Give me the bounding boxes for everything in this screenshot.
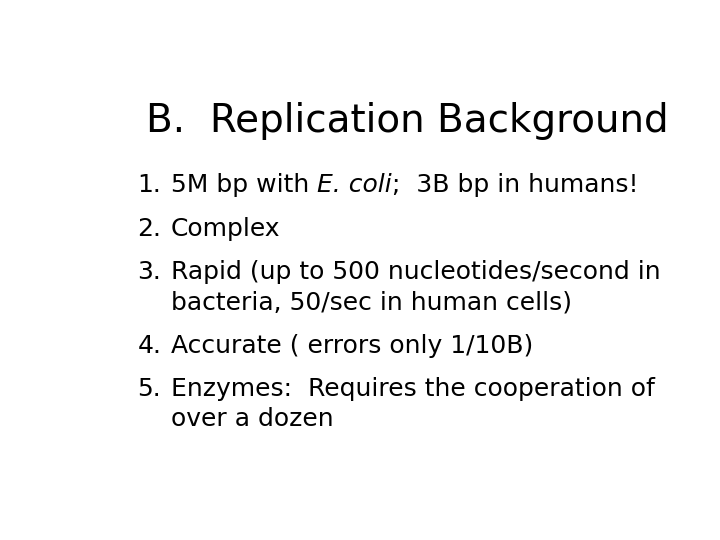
Text: bacteria, 50/sec in human cells): bacteria, 50/sec in human cells) (171, 290, 572, 314)
Text: Complex: Complex (171, 217, 280, 240)
Text: Enzymes:  Requires the cooperation of: Enzymes: Requires the cooperation of (171, 377, 654, 401)
Text: 5.: 5. (138, 377, 161, 401)
Text: ;  3B bp in humans!: ; 3B bp in humans! (392, 173, 639, 197)
Text: 3.: 3. (138, 260, 161, 284)
Text: 5M bp with: 5M bp with (171, 173, 317, 197)
Text: Accurate ( errors only 1/10B): Accurate ( errors only 1/10B) (171, 334, 533, 358)
Text: E. coli: E. coli (317, 173, 392, 197)
Text: 1.: 1. (138, 173, 161, 197)
Text: B.  Replication Background: B. Replication Background (145, 102, 668, 140)
Text: 2.: 2. (138, 217, 161, 240)
Text: 4.: 4. (138, 334, 161, 358)
Text: over a dozen: over a dozen (171, 407, 333, 431)
Text: Rapid (up to 500 nucleotides/second in: Rapid (up to 500 nucleotides/second in (171, 260, 660, 284)
